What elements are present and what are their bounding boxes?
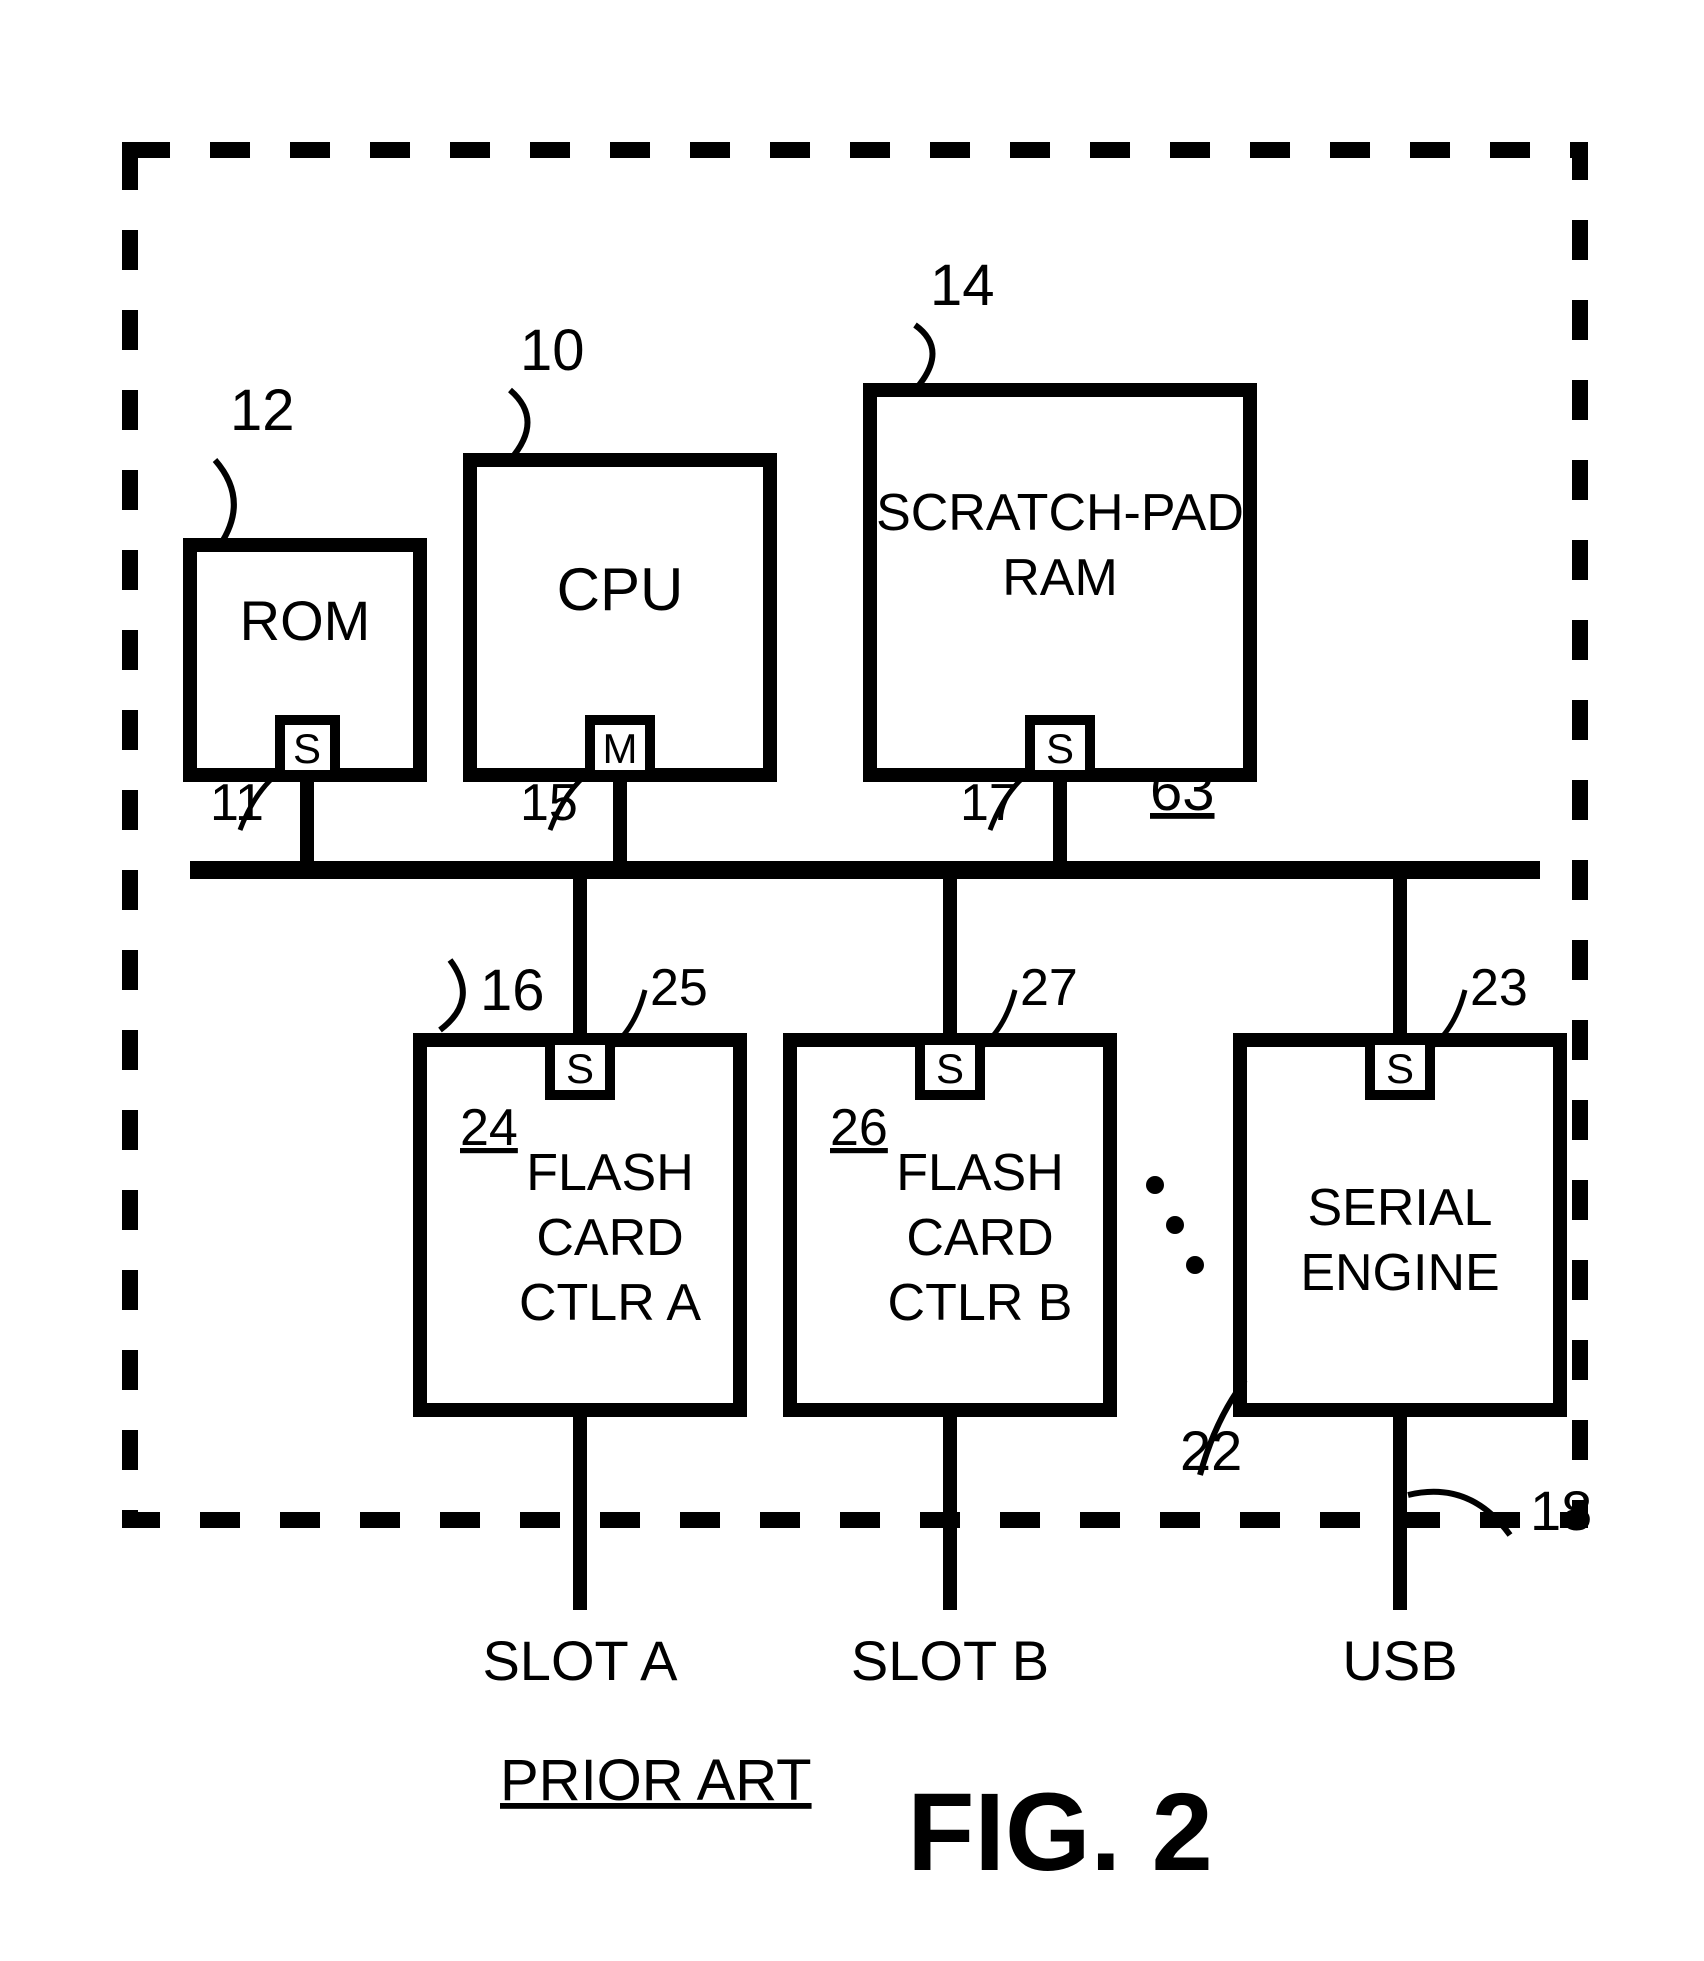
label-serial-1: ENGINE [1300,1244,1499,1302]
label-serial-0: SERIAL [1308,1179,1493,1237]
label-flashB-1: CARD [906,1209,1053,1267]
label-ram-1: RAM [1002,549,1118,607]
figure-label: FIG. 2 [907,1771,1213,1894]
num-flashA: 24 [460,1099,518,1157]
bottom-label-serial: USB [1342,1629,1457,1692]
label-cpu: CPU [557,556,684,623]
label-flashB-0: FLASH [896,1144,1064,1202]
port-label-serial: S [1386,1045,1414,1092]
ellipsis-dot-0 [1146,1176,1164,1194]
label-ram-0: SCRATCH-PAD [876,484,1244,542]
label-rom: ROM [240,589,371,652]
ref-rom: 12 [230,378,295,443]
bottom-ref-serial: 18 [1530,1479,1592,1542]
port-ref-cpu: 15 [520,774,578,832]
port-label-ram: S [1046,725,1074,772]
port-label-cpu: M [603,725,638,772]
bottom-label-flashA: SLOT A [482,1629,678,1692]
label-flashA-0: FLASH [526,1144,694,1202]
ref-cpu: 10 [520,318,585,383]
num-flashB: 26 [830,1099,888,1157]
port-label-flashB: S [936,1045,964,1092]
label-flashA-2: CTLR A [519,1274,701,1332]
bottom-label-flashB: SLOT B [851,1629,1049,1692]
ellipsis-dot-1 [1166,1216,1184,1234]
ref-ram: 14 [930,253,995,318]
ellipsis-dot-2 [1186,1256,1204,1274]
port-ref-flashA: 25 [650,959,708,1017]
prior-art-label: PRIOR ART [500,1748,812,1813]
label-flashB-2: CTLR B [888,1274,1073,1332]
label-flashA-1: CARD [536,1209,683,1267]
bus-ref-16: 16 [480,958,545,1023]
block-ref-serial: 22 [1180,1419,1242,1482]
port-label-rom: S [293,725,321,772]
port-ref-serial: 23 [1470,959,1528,1017]
port-ref-ram: 17 [960,774,1018,832]
port-ref-flashB: 27 [1020,959,1078,1017]
port-ref-rom: 11 [210,774,264,832]
port-label-flashA: S [566,1045,594,1092]
